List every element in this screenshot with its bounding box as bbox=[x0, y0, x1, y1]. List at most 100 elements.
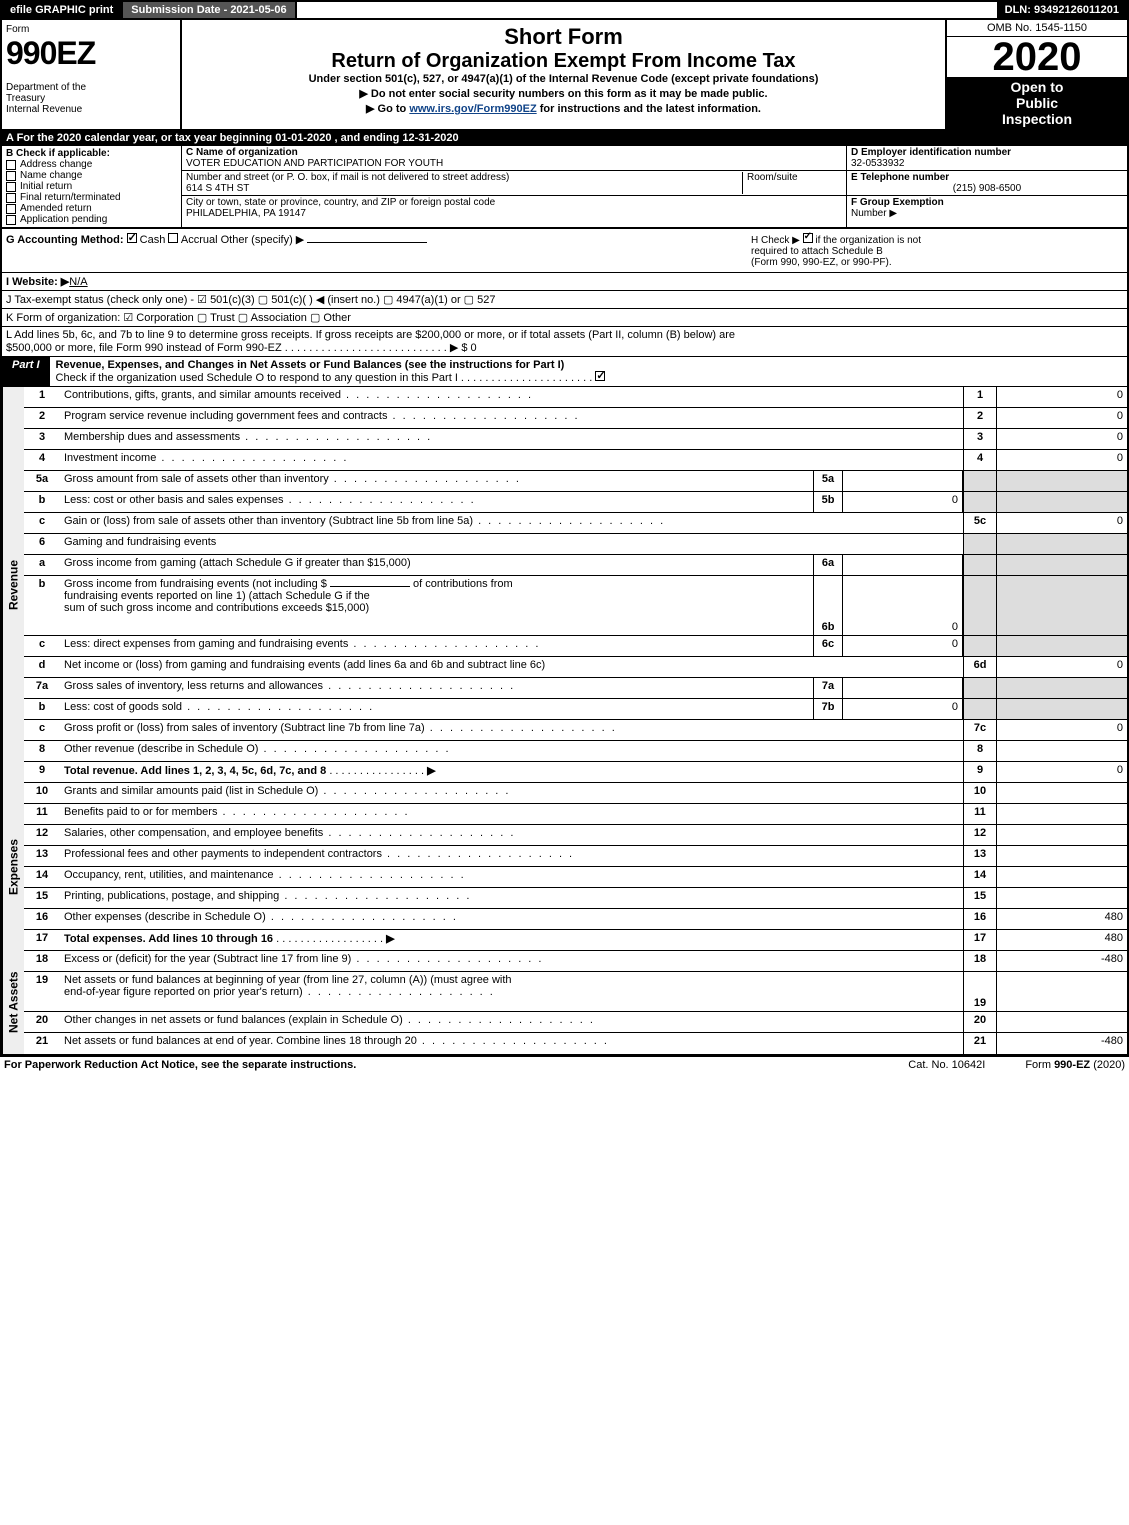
side-net-assets: Net Assets bbox=[2, 951, 24, 1054]
org-name: VOTER EDUCATION AND PARTICIPATION FOR YO… bbox=[186, 158, 443, 169]
v-12 bbox=[997, 825, 1127, 845]
g-other: Other (specify) ▶ bbox=[221, 234, 305, 246]
d-6b-3: fundraising events reported on line 1) (… bbox=[64, 590, 370, 602]
cb-label-0: Address change bbox=[20, 159, 92, 170]
checkbox-name-change[interactable] bbox=[6, 171, 16, 181]
d-6: Gaming and fundraising events bbox=[60, 534, 963, 554]
checkbox-initial-return[interactable] bbox=[6, 182, 16, 192]
d-7b: Less: cost of goods sold bbox=[60, 699, 813, 719]
d-6c: Less: direct expenses from gaming and fu… bbox=[60, 636, 813, 656]
n-6b: b bbox=[24, 576, 60, 635]
n-4: 4 bbox=[24, 450, 60, 470]
f-group-label: F Group Exemption bbox=[851, 197, 944, 208]
ln-18: 18 bbox=[963, 951, 997, 971]
d-4: Investment income bbox=[60, 450, 963, 470]
checkbox-address-change[interactable] bbox=[6, 160, 16, 170]
n-15: 15 bbox=[24, 888, 60, 908]
d-11: Benefits paid to or for members bbox=[60, 804, 963, 824]
section-j: J Tax-exempt status (check only one) - ☑… bbox=[0, 291, 1129, 309]
tel-value: (215) 908-6500 bbox=[851, 183, 1123, 194]
d-3: Membership dues and assessments bbox=[60, 429, 963, 449]
checkbox-application-pending[interactable] bbox=[6, 215, 16, 225]
expenses-table: Expenses 10Grants and similar amounts pa… bbox=[0, 783, 1129, 951]
d-6b-1: Gross income from fundraising events (no… bbox=[64, 578, 327, 590]
checkbox-part1-sched-o[interactable] bbox=[595, 371, 605, 381]
v-15 bbox=[997, 888, 1127, 908]
checkbox-final-return[interactable] bbox=[6, 193, 16, 203]
instr-2-post: for instructions and the latest informat… bbox=[537, 103, 761, 115]
part-1-header: Part I Revenue, Expenses, and Changes in… bbox=[0, 357, 1129, 387]
v-6d: 0 bbox=[997, 657, 1127, 677]
irs-link[interactable]: www.irs.gov/Form990EZ bbox=[409, 103, 536, 115]
v-16: 480 bbox=[997, 909, 1127, 929]
v-1: 0 bbox=[997, 387, 1127, 407]
mn-7a: 7a bbox=[813, 678, 843, 698]
f-group-2: Number ▶ bbox=[851, 208, 897, 219]
n-7b: b bbox=[24, 699, 60, 719]
n-9: 9 bbox=[24, 762, 60, 782]
ln-1: 1 bbox=[963, 387, 997, 407]
part-1-check: Check if the organization used Schedule … bbox=[56, 372, 593, 384]
d-7a: Gross sales of inventory, less returns a… bbox=[60, 678, 813, 698]
ein-value: 32-0533932 bbox=[851, 158, 904, 169]
v-21: -480 bbox=[997, 1033, 1127, 1054]
section-a: A For the 2020 calendar year, or tax yea… bbox=[0, 131, 1129, 146]
open-1: Open to bbox=[949, 79, 1125, 95]
side-revenue: Revenue bbox=[2, 387, 24, 783]
section-l: L Add lines 5b, 6c, and 7b to line 9 to … bbox=[0, 327, 1129, 357]
l-text-1: L Add lines 5b, 6c, and 7b to line 9 to … bbox=[6, 329, 735, 341]
mn-5a: 5a bbox=[813, 471, 843, 491]
d-6b-2: of contributions from bbox=[413, 578, 513, 590]
d-5b: Less: cost or other basis and sales expe… bbox=[60, 492, 813, 512]
efile-tag[interactable]: efile GRAPHIC print bbox=[2, 2, 123, 18]
section-b-label: B Check if applicable: bbox=[6, 148, 177, 159]
d-2: Program service revenue including govern… bbox=[60, 408, 963, 428]
e-tel-label: E Telephone number bbox=[851, 172, 949, 183]
form-number: 990EZ bbox=[6, 35, 176, 72]
n-6c: c bbox=[24, 636, 60, 656]
n-6a: a bbox=[24, 555, 60, 575]
dept-line-2: Treasury bbox=[6, 93, 176, 104]
n-20: 20 bbox=[24, 1012, 60, 1032]
n-16: 16 bbox=[24, 909, 60, 929]
ln-5c: 5c bbox=[963, 513, 997, 533]
dln: DLN: 93492126011201 bbox=[997, 2, 1127, 18]
cb-label-5: Application pending bbox=[20, 214, 107, 225]
n-21: 21 bbox=[24, 1033, 60, 1054]
g-accrual: Accrual bbox=[181, 234, 218, 246]
h-line-3: (Form 990, 990-EZ, or 990-PF). bbox=[751, 257, 892, 268]
mv-6a bbox=[843, 555, 963, 575]
v-13 bbox=[997, 846, 1127, 866]
ln-10: 10 bbox=[963, 783, 997, 803]
row-g-h: G Accounting Method: Cash Accrual Other … bbox=[0, 229, 1129, 273]
d-16: Other expenses (describe in Schedule O) bbox=[60, 909, 963, 929]
open-2: Public bbox=[949, 95, 1125, 111]
org-street: 614 S 4TH ST bbox=[186, 183, 249, 194]
n-7c: c bbox=[24, 720, 60, 740]
ln-20: 20 bbox=[963, 1012, 997, 1032]
mv-6b: 0 bbox=[843, 576, 963, 635]
d-7c: Gross profit or (loss) from sales of inv… bbox=[60, 720, 963, 740]
d-20: Other changes in net assets or fund bala… bbox=[60, 1012, 963, 1032]
d-8: Other revenue (describe in Schedule O) bbox=[60, 741, 963, 761]
ln-17: 17 bbox=[963, 930, 997, 950]
dept-line-3: Internal Revenue bbox=[6, 104, 176, 115]
g-cash: Cash bbox=[140, 234, 166, 246]
n-19: 19 bbox=[24, 972, 60, 1011]
checkbox-cash[interactable] bbox=[127, 233, 137, 243]
open-3: Inspection bbox=[949, 111, 1125, 127]
checkbox-h[interactable] bbox=[803, 233, 813, 243]
checkbox-accrual[interactable] bbox=[168, 233, 178, 243]
cb-label-1: Name change bbox=[20, 170, 82, 181]
revenue-table: Revenue 1Contributions, gifts, grants, a… bbox=[0, 387, 1129, 783]
cb-label-4: Amended return bbox=[20, 203, 92, 214]
n-7a: 7a bbox=[24, 678, 60, 698]
n-5c: c bbox=[24, 513, 60, 533]
part-1-title: Revenue, Expenses, and Changes in Net As… bbox=[56, 359, 565, 371]
ln-13: 13 bbox=[963, 846, 997, 866]
mn-6a: 6a bbox=[813, 555, 843, 575]
checkbox-amended-return[interactable] bbox=[6, 204, 16, 214]
d-21: Net assets or fund balances at end of ye… bbox=[60, 1033, 963, 1054]
v-8 bbox=[997, 741, 1127, 761]
v-19 bbox=[997, 972, 1127, 1011]
